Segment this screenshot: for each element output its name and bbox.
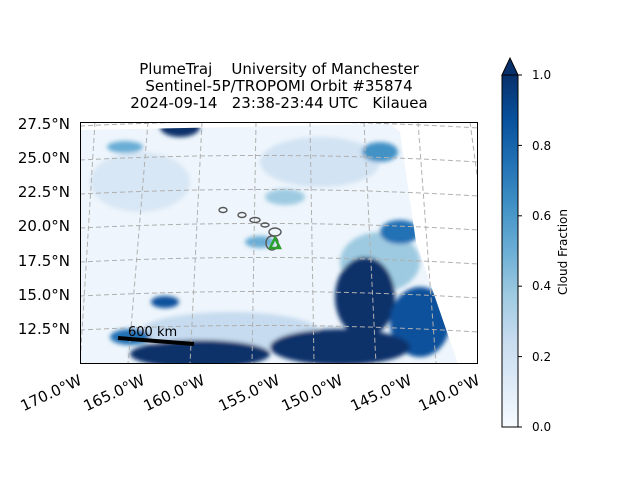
colorbar-extend-arrow [501,56,519,76]
scale-bar [117,336,195,346]
lon-tick-label: 145.0°W [347,371,415,415]
colorbar-tick-label: 0.4 [532,279,552,293]
scale-bar-label: 600 km [128,325,178,340]
lat-tick-label: 27.5°N [17,115,70,133]
lon-tick-label: 170.0°W [17,371,85,415]
colorbar [501,56,522,428]
title-line-3: 2024-09-14 23:38-23:44 UTC Kilauea [130,94,428,112]
colorbar-tick-label: 0.2 [532,350,552,364]
lon-tick-label: 150.0°W [278,371,346,415]
kilauea-marker-icon [267,235,283,250]
lat-tick-label: 20.0°N [17,217,70,235]
lat-tick-label: 15.0°N [17,286,70,304]
colorbar-label: Cloud Fraction [556,209,570,295]
lat-tick-label: 22.5°N [17,183,70,201]
lon-tick-label: 155.0°W [215,371,283,415]
hawaii-islands [218,206,282,251]
title-line-2: Sentinel-5P/TROPOMI Orbit #35874 [145,77,413,95]
lon-tick-label: 165.0°W [80,371,148,415]
colorbar-tick-label: 0.6 [532,209,552,223]
lat-tick-label: 25.0°N [17,149,70,167]
title-line-1: PlumeTraj University of Manchester [139,60,419,78]
lat-tick-label: 17.5°N [17,252,70,270]
graticule [80,122,478,364]
lon-tick-label: 160.0°W [140,371,208,415]
cloud-fraction-map [80,122,478,364]
colorbar-tick-label: 0.8 [532,139,552,153]
colorbar-tick-label: 1.0 [532,68,552,82]
colorbar-tick-label: 0.0 [532,420,552,434]
lon-tick-label: 140.0°W [415,371,483,415]
lat-tick-label: 12.5°N [17,320,70,338]
